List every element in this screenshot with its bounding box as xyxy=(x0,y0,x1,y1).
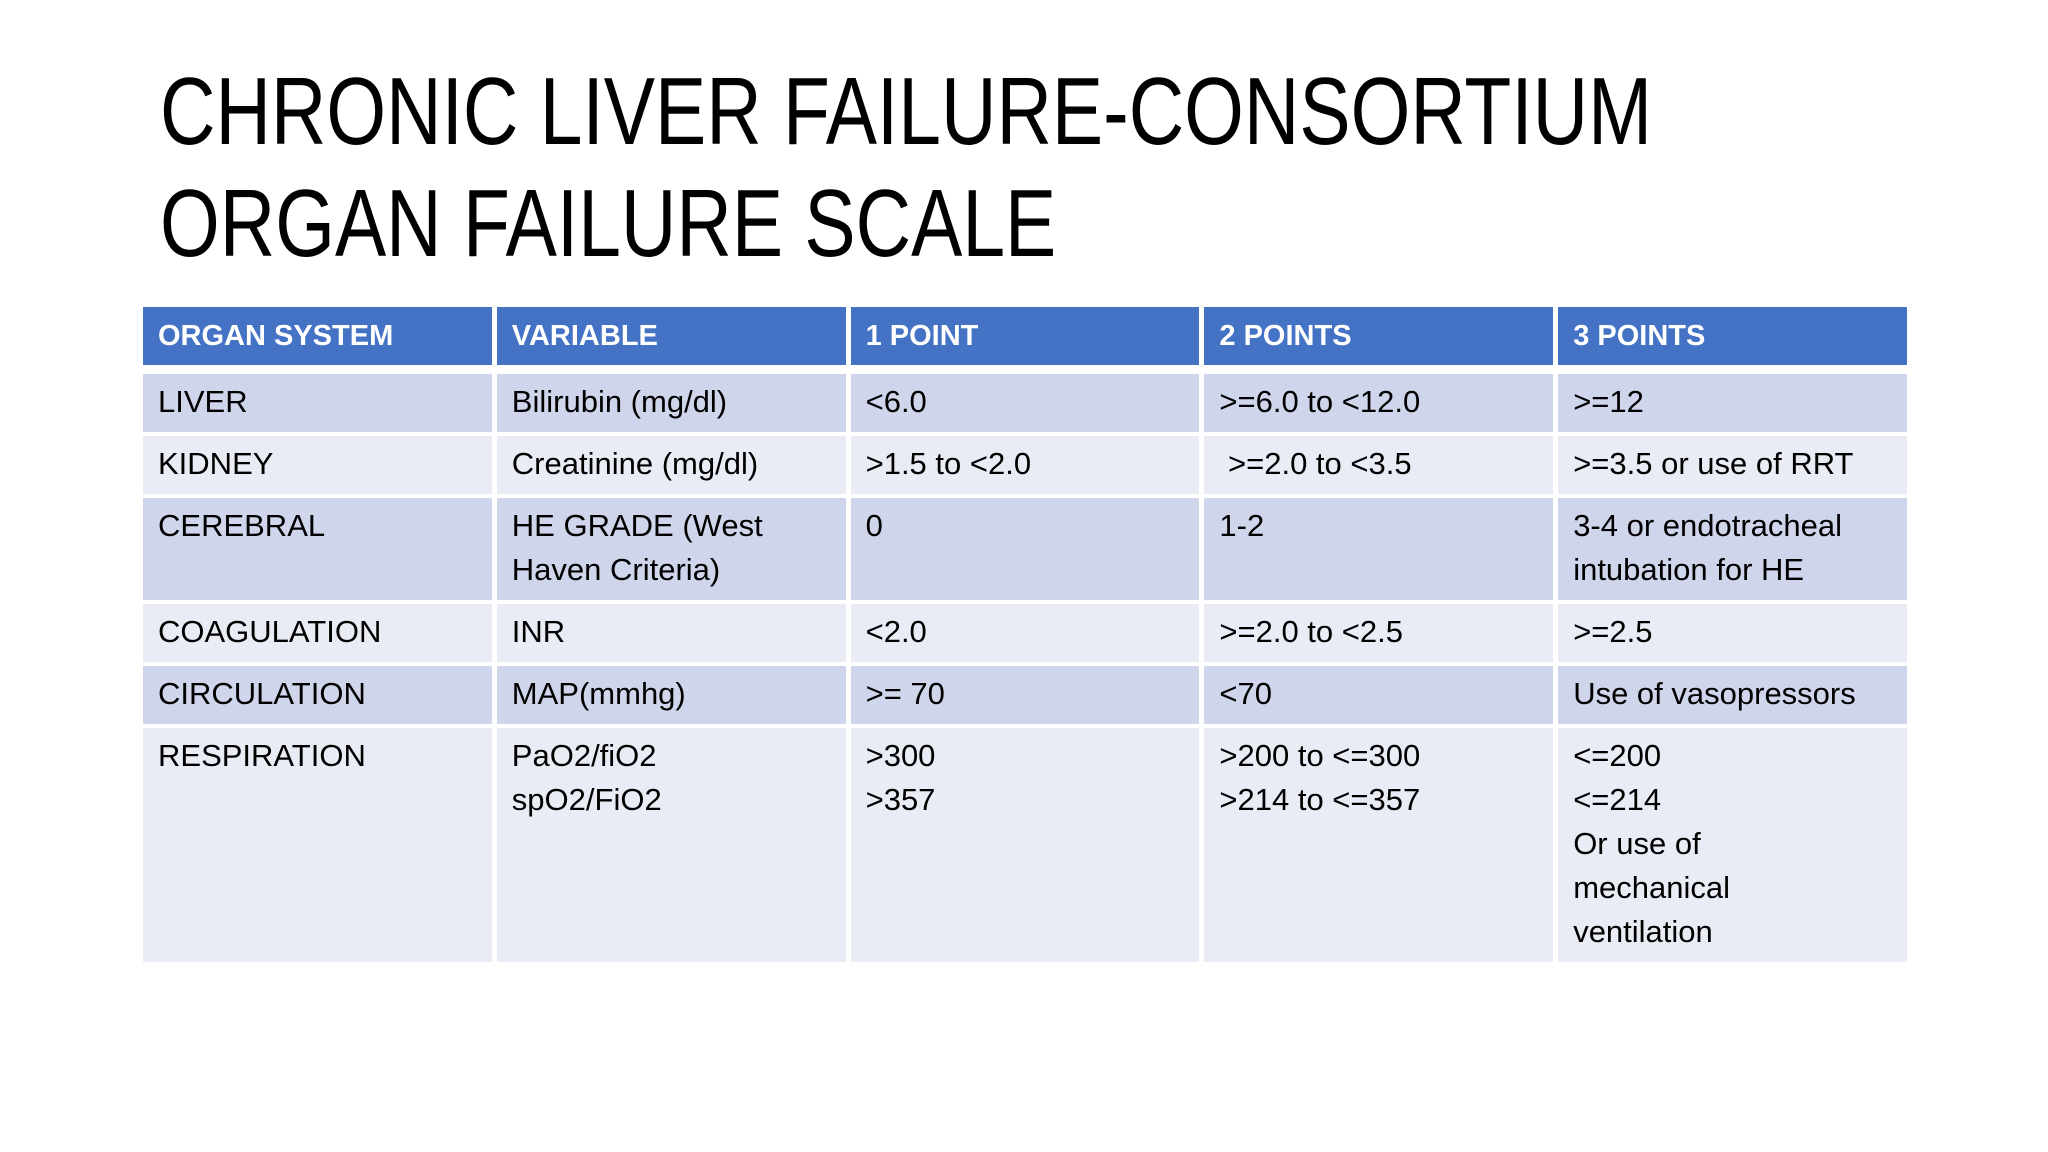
table-row-5: CIRCULATION MAP(mmhg) >= 70 <70 Use of vasop… xyxy=(143,666,1907,724)
table-cell-r4-c2: INR xyxy=(496,604,846,662)
column-header-3: 1 POINT xyxy=(850,307,1200,365)
table-row-4: COAGULATION INR <2.0 >=2.0 to <2.5 >=2.5 xyxy=(143,604,1907,662)
table-cell-r1-c2: Bilirubin (mg/dl) xyxy=(496,374,846,432)
table-cell-r2-c3: >1.5 to <2.0 xyxy=(850,436,1200,494)
table-cell-r5-c1: CIRCULATION xyxy=(143,666,492,724)
table-cell-r4-c1: COAGULATION xyxy=(143,604,492,662)
table-cell-r1-c4: >=6.0 to <12.0 xyxy=(1204,374,1554,432)
table-cell-r3-c3: 0 xyxy=(850,498,1200,600)
table-cell-r6-c3: >300 >357 xyxy=(850,728,1200,962)
table-row-1: LIVER Bilirubin (mg/dl) <6.0 >=6.0 to <12.0… xyxy=(143,374,1907,432)
table-cell-r5-c2: MAP(mmhg) xyxy=(496,666,846,724)
column-header-4: 2 POINTS xyxy=(1204,307,1554,365)
table-row-3: CEREBRAL HE GRADE (West Haven Criteria) 0 1… xyxy=(143,498,1907,600)
table-cell-r2-c5: >=3.5 or use of RRT xyxy=(1558,436,1907,494)
table-cell-r6-c2: PaO2/fiO2 spO2/FiO2 xyxy=(496,728,846,962)
column-header-1: ORGAN SYSTEM xyxy=(143,307,492,365)
title-line-1: CHRONIC LIVER FAILURE-CONSORTIUM xyxy=(160,58,1653,165)
table-row-6: RESPIRATION PaO2/fiO2 spO2/FiO2 >300 >357 >… xyxy=(143,728,1907,962)
table-cell-r6-c5: <=200 <=214 Or use of mechanical ventila… xyxy=(1558,728,1907,962)
table-row-2: KIDNEY Creatinine (mg/dl) >1.5 to <2.0 >=2… xyxy=(143,436,1907,494)
table-cell-r6-c4: >200 to <=300 >214 to <=357 xyxy=(1204,728,1554,962)
table-cell-r1-c5: >=12 xyxy=(1558,374,1907,432)
table-body: LIVER Bilirubin (mg/dl) <6.0 >=6.0 to <12.0… xyxy=(143,374,1907,962)
table-cell-r3-c2: HE GRADE (West Haven Criteria) xyxy=(496,498,846,600)
table-cell-r4-c5: >=2.5 xyxy=(1558,604,1907,662)
table-cell-r4-c3: <2.0 xyxy=(850,604,1200,662)
table-cell-r2-c2: Creatinine (mg/dl) xyxy=(496,436,846,494)
table-cell-r3-c4: 1-2 xyxy=(1204,498,1554,600)
table-cell-r5-c3: >= 70 xyxy=(850,666,1200,724)
table-cell-r2-c1: KIDNEY xyxy=(143,436,492,494)
column-header-5: 3 POINTS xyxy=(1558,307,1907,365)
table-cell-r2-c4: >=2.0 to <3.5 xyxy=(1204,436,1554,494)
slide-title: CHRONIC LIVER FAILURE-CONSORTIUM ORGAN F… xyxy=(160,56,1652,280)
table-header-row: ORGAN SYSTEM VARIABLE 1 POINT 2 POINTS 3 POI… xyxy=(143,307,1907,365)
table-cell-r5-c5: Use of vasopressors xyxy=(1558,666,1907,724)
title-line-2: ORGAN FAILURE SCALE xyxy=(160,170,1057,277)
organ-failure-scale-table: ORGAN SYSTEM VARIABLE 1 POINT 2 POINTS 3 POI… xyxy=(143,307,1907,966)
table-cell-r4-c4: >=2.0 to <2.5 xyxy=(1204,604,1554,662)
column-header-2: VARIABLE xyxy=(496,307,846,365)
table-cell-r3-c1: CEREBRAL xyxy=(143,498,492,600)
table-cell-r1-c3: <6.0 xyxy=(850,374,1200,432)
table-cell-r3-c5: 3-4 or endotracheal intubation for HE xyxy=(1558,498,1907,600)
table-cell-r6-c1: RESPIRATION xyxy=(143,728,492,962)
table-cell-r5-c4: <70 xyxy=(1204,666,1554,724)
table-cell-r1-c1: LIVER xyxy=(143,374,492,432)
